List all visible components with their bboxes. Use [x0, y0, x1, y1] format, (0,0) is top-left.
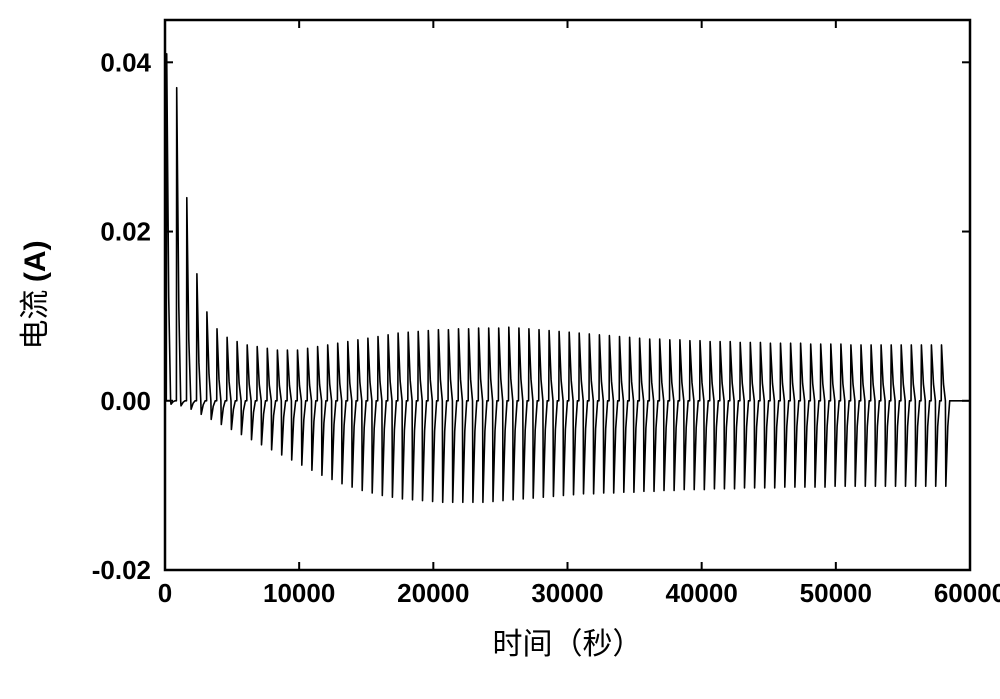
x-tick-label: 20000 [397, 578, 469, 608]
x-tick-label: 10000 [263, 578, 335, 608]
x-tick-label: 40000 [666, 578, 738, 608]
plot-frame [165, 20, 970, 570]
current-trace [165, 54, 970, 503]
y-axis-label: 电流 (A) [19, 240, 52, 349]
y-tick-label: -0.02 [92, 555, 151, 585]
x-tick-label: 30000 [531, 578, 603, 608]
x-axis-label: 时间（秒） [493, 628, 643, 661]
y-tick-label: 0.00 [100, 386, 151, 416]
x-tick-label: 0 [158, 578, 172, 608]
chart-svg: 0 10000 20000 30000 40000 50000 60000 -0.02 0.00… [0, 0, 1000, 699]
x-tick-label: 60000 [934, 578, 1000, 608]
y-tick-label: 0.04 [100, 47, 151, 77]
chart-root: 0 10000 20000 30000 40000 50000 60000 -0.02 0.00… [0, 0, 1000, 699]
y-tick-label: 0.02 [100, 217, 151, 247]
x-tick-label: 50000 [800, 578, 872, 608]
